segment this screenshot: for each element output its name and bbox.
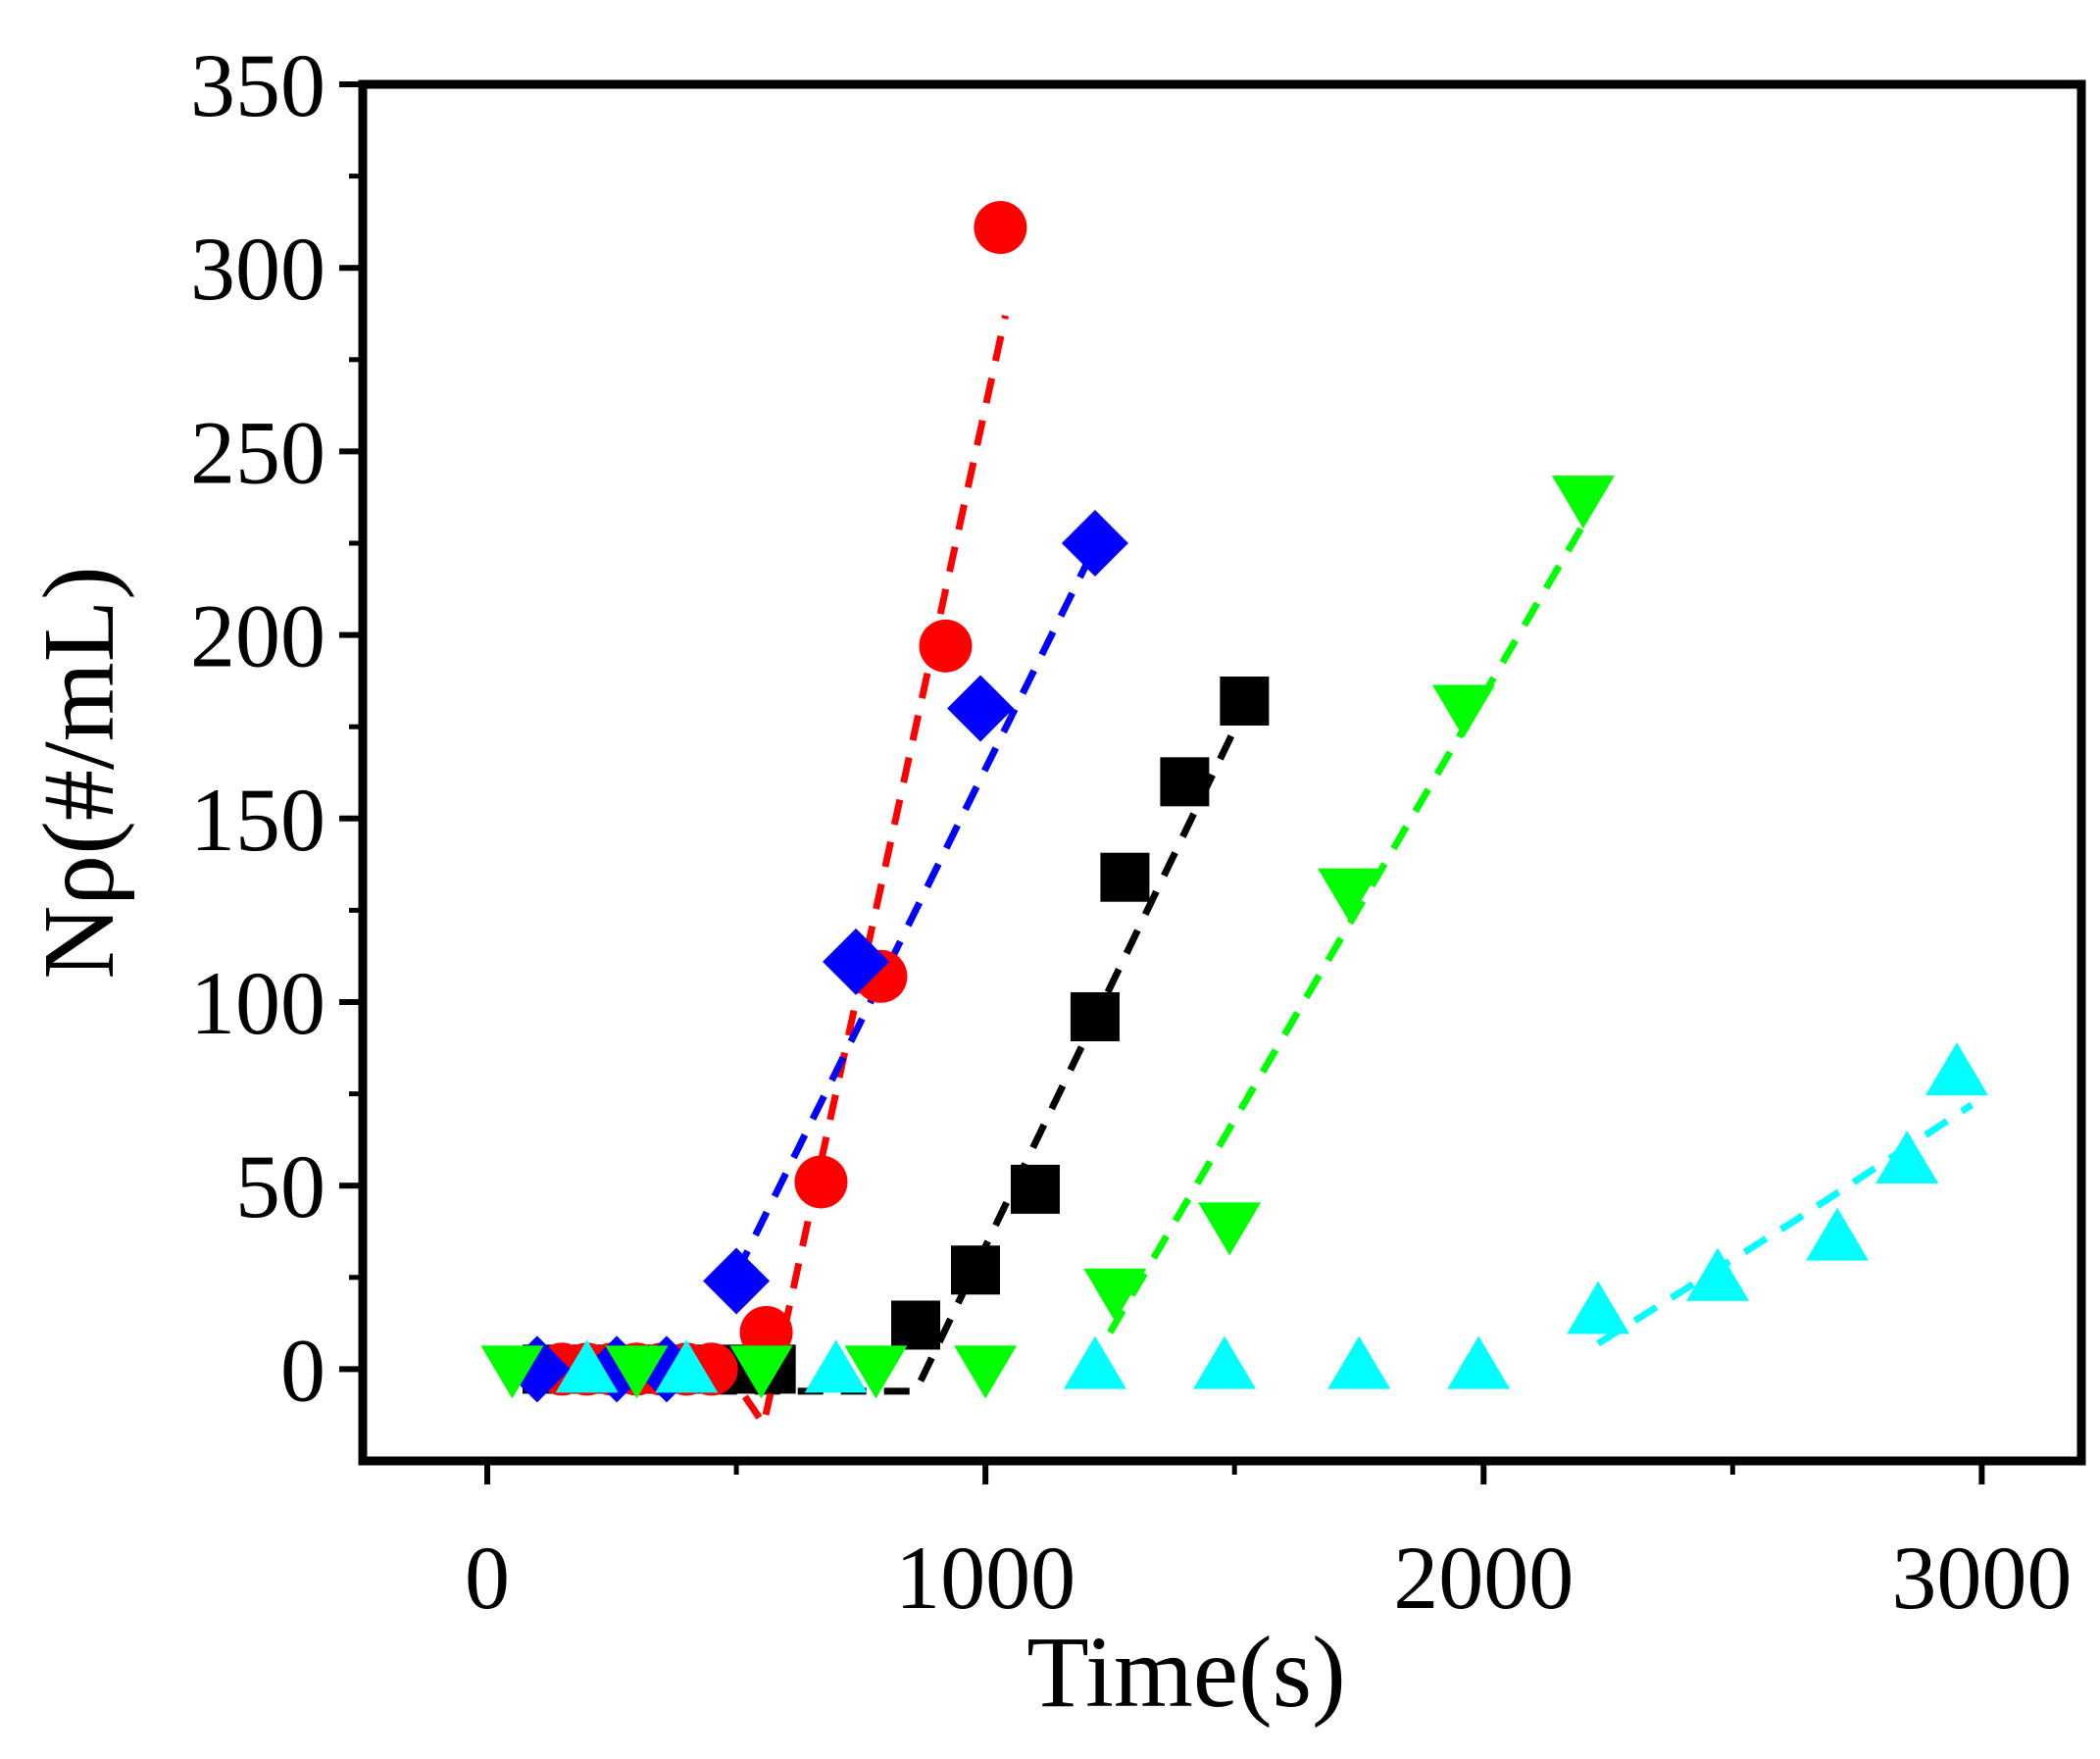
cyan-up-triangles-point bbox=[1447, 1335, 1511, 1389]
x-tick-label: 1000 bbox=[895, 1528, 1075, 1628]
black-squares-point bbox=[1010, 1164, 1060, 1214]
black-squares-point bbox=[1220, 676, 1270, 726]
fit-line bbox=[1596, 1101, 1975, 1347]
red-circles-point bbox=[919, 619, 973, 673]
plot-frame bbox=[358, 79, 2086, 1466]
x-tick-label: 3000 bbox=[1891, 1528, 2072, 1628]
y-tick-label: 300 bbox=[190, 219, 325, 319]
x-tick-label: 2000 bbox=[1393, 1528, 1574, 1628]
green-down-triangles-point bbox=[1083, 1268, 1147, 1322]
y-tick-label: 350 bbox=[190, 35, 325, 135]
cyan-up-triangles-point bbox=[1327, 1335, 1391, 1389]
black-squares-point bbox=[1160, 757, 1210, 807]
y-tick-label: 250 bbox=[190, 402, 325, 502]
black-squares-point bbox=[950, 1245, 1000, 1295]
fit-line bbox=[732, 545, 1099, 1276]
black-squares-point bbox=[891, 1300, 941, 1350]
red-circles-point bbox=[974, 201, 1027, 255]
cyan-up-triangles-point bbox=[1193, 1335, 1257, 1389]
y-tick-label: 0 bbox=[280, 1320, 325, 1420]
y-tick-label: 100 bbox=[190, 953, 325, 1053]
black-squares-point bbox=[1100, 852, 1150, 902]
y-tick-label: 200 bbox=[190, 586, 325, 686]
cyan-up-triangles-point bbox=[804, 1339, 868, 1393]
cyan-up-triangles-point bbox=[1806, 1207, 1870, 1261]
fit-line bbox=[1107, 523, 1586, 1334]
y-axis-ticks: 0 50 100 150 200 250 300 350 bbox=[190, 35, 363, 1420]
green-down-triangles-point bbox=[605, 1345, 669, 1399]
blue-diamonds-point bbox=[1061, 510, 1128, 577]
cyan-up-triangles-point bbox=[1686, 1247, 1750, 1301]
y-tick-label: 50 bbox=[235, 1136, 325, 1236]
fit-line bbox=[586, 315, 1009, 1433]
cyan-up-triangles-point bbox=[1567, 1281, 1630, 1334]
black-squares-point bbox=[1070, 991, 1120, 1041]
x-axis-ticks: 0 1000 2000 3000 bbox=[465, 1461, 2072, 1628]
blue-diamonds-point bbox=[703, 1247, 771, 1315]
green-down-triangles-point bbox=[1551, 476, 1615, 529]
red-circles-point bbox=[794, 1155, 848, 1209]
green-down-triangles-point bbox=[1318, 868, 1381, 922]
fit-lines bbox=[586, 315, 1975, 1433]
x-axis-title: Time(s) bbox=[1026, 1616, 1346, 1729]
y-axis-title: Nρ(#/mL) bbox=[23, 566, 135, 980]
green-down-triangles-point bbox=[954, 1345, 1018, 1399]
green-down-triangles-point bbox=[480, 1345, 544, 1399]
x-tick-label: 0 bbox=[465, 1528, 510, 1628]
blue-diamonds-point bbox=[823, 928, 890, 995]
green-down-triangles-point bbox=[729, 1345, 793, 1399]
y-tick-label: 150 bbox=[190, 770, 325, 870]
blue-diamonds-point bbox=[947, 675, 1015, 742]
green-down-triangles-point bbox=[1431, 684, 1495, 738]
cyan-up-triangles-point bbox=[1925, 1042, 1988, 1096]
cyan-up-triangles-point bbox=[1875, 1130, 1939, 1183]
cyan-up-triangles-point bbox=[655, 1339, 719, 1393]
cyan-up-triangles-point bbox=[1063, 1335, 1126, 1389]
plot-area: 0 1000 2000 3000 0 50 100 150 200 250 300 350 bbox=[190, 35, 2086, 1628]
green-down-triangles-point bbox=[1198, 1202, 1262, 1256]
data-markers bbox=[480, 201, 1988, 1403]
green-down-triangles-point bbox=[844, 1345, 908, 1399]
cyan-up-triangles-point bbox=[555, 1339, 619, 1393]
